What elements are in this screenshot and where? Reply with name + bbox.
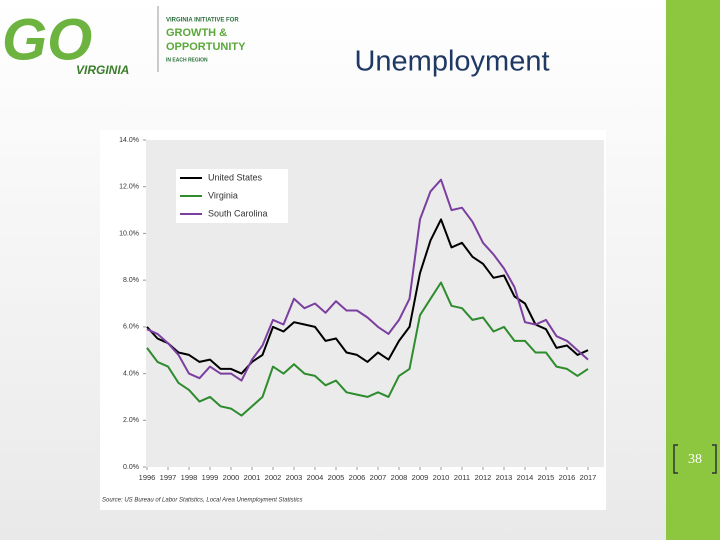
x-tick-label: 2013 — [496, 473, 513, 482]
logo-state: VIRGINIA — [76, 63, 129, 77]
x-tick-label: 2017 — [580, 473, 597, 482]
x-tick-label: 2006 — [349, 473, 366, 482]
slide-title: Unemployment — [354, 46, 549, 78]
x-tick-label: 2000 — [223, 473, 240, 482]
series-line — [146, 218, 589, 375]
y-tick-label: 2.0% — [123, 417, 139, 424]
page-number: 38 — [688, 452, 702, 467]
x-tick-label: 2016 — [559, 473, 576, 482]
x-tick-label: 1998 — [181, 473, 198, 482]
y-tick-label: 14.0% — [119, 137, 139, 144]
series-line — [146, 281, 589, 417]
y-tick-label: 0.0% — [123, 464, 139, 471]
x-tick-label: 2014 — [517, 473, 534, 482]
y-tick-label: 8.0% — [123, 277, 139, 284]
x-tick-label: 2015 — [538, 473, 555, 482]
x-tick-label: 2005 — [328, 473, 345, 482]
x-tick-label: 2009 — [412, 473, 429, 482]
series-line — [146, 178, 589, 382]
x-tick-label: 1996 — [139, 473, 156, 482]
side-bar — [666, 0, 720, 540]
source-note: Source: US Bureau of Labor Statistics, L… — [102, 498, 303, 504]
logo-line: OPPORTUNITY — [166, 41, 246, 53]
legend-label: Virginia — [208, 190, 238, 200]
logo-line: GROWTH & — [166, 27, 227, 39]
x-tick-label: 2002 — [265, 473, 282, 482]
logo-line: VIRGINIA INITIATIVE FOR — [166, 18, 239, 24]
x-tick-label: 2004 — [307, 473, 324, 482]
logo-mark: GO — [2, 7, 92, 72]
x-tick-label: 2011 — [454, 473, 470, 482]
x-tick-label: 2007 — [370, 473, 387, 482]
y-tick-label: 6.0% — [123, 324, 139, 331]
legend-label: United States — [208, 172, 263, 182]
y-tick-label: 10.0% — [119, 230, 139, 237]
y-tick-label: 4.0% — [123, 370, 139, 377]
x-tick-label: 2008 — [391, 473, 408, 482]
x-tick-label: 2001 — [244, 473, 261, 482]
x-tick-label: 1997 — [160, 473, 177, 482]
x-tick-label: 2012 — [475, 473, 492, 482]
logo-line: IN EACH REGION — [166, 57, 208, 63]
legend-label: South Carolina — [208, 208, 268, 218]
x-tick-label: 1999 — [202, 473, 219, 482]
x-tick-label: 2010 — [433, 473, 450, 482]
x-tick-label: 2003 — [286, 473, 303, 482]
page-bracket — [673, 444, 717, 474]
y-tick-label: 12.0% — [119, 184, 139, 191]
